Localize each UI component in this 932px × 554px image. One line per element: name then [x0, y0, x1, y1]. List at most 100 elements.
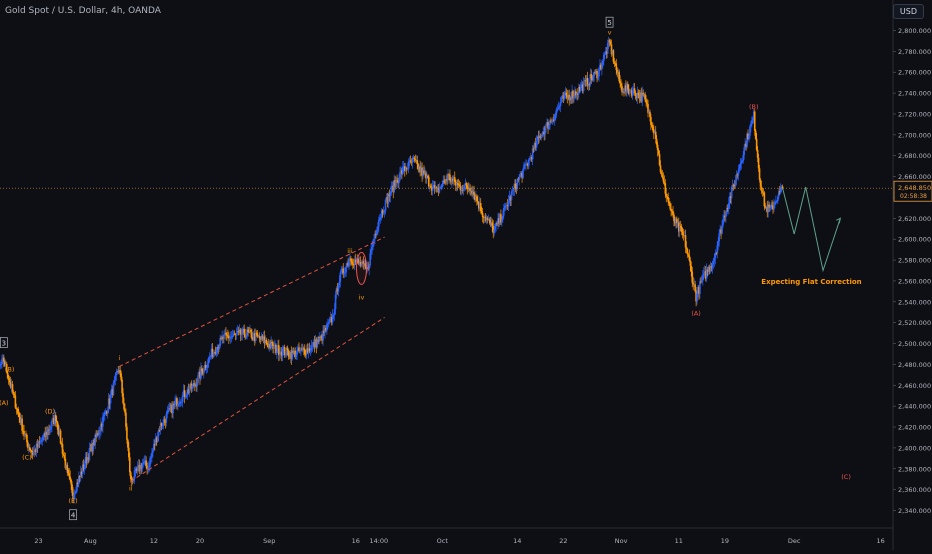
candle[interactable]: [695, 291, 697, 302]
candle[interactable]: [463, 185, 466, 189]
candle[interactable]: [407, 161, 410, 169]
candle[interactable]: [152, 450, 154, 453]
candle[interactable]: [494, 226, 496, 230]
candle[interactable]: [110, 389, 113, 395]
candle[interactable]: [409, 160, 412, 162]
candle[interactable]: [491, 222, 494, 226]
candle[interactable]: [498, 218, 500, 224]
candle[interactable]: [123, 403, 125, 410]
candle[interactable]: [249, 329, 251, 332]
candle[interactable]: [705, 269, 708, 279]
candle[interactable]: [173, 403, 175, 405]
candle[interactable]: [191, 385, 194, 389]
candle[interactable]: [761, 190, 764, 193]
candle[interactable]: [362, 261, 365, 265]
candle[interactable]: [112, 382, 115, 395]
candle[interactable]: [392, 185, 395, 193]
candle[interactable]: [120, 373, 122, 380]
candle[interactable]: [252, 338, 254, 340]
candle[interactable]: [211, 348, 214, 358]
candle[interactable]: [34, 449, 37, 452]
candle[interactable]: [537, 136, 540, 139]
candle[interactable]: [89, 448, 92, 450]
candle[interactable]: [163, 419, 166, 421]
candle[interactable]: [554, 112, 557, 116]
candle[interactable]: [328, 318, 331, 323]
candle[interactable]: [97, 432, 99, 435]
candle[interactable]: [7, 378, 10, 381]
candle[interactable]: [87, 457, 90, 461]
candle[interactable]: [765, 206, 768, 208]
candle[interactable]: [404, 168, 407, 171]
candle[interactable]: [224, 333, 226, 335]
candle[interactable]: [662, 177, 665, 182]
candle[interactable]: [38, 441, 41, 443]
candle[interactable]: [632, 88, 635, 91]
candle[interactable]: [414, 158, 417, 161]
candle[interactable]: [593, 72, 595, 77]
candle[interactable]: [44, 432, 46, 437]
candle[interactable]: [510, 191, 513, 201]
candle[interactable]: [250, 329, 252, 333]
candle[interactable]: [603, 53, 606, 55]
candle[interactable]: [385, 197, 388, 200]
candle[interactable]: [468, 188, 470, 189]
candle[interactable]: [488, 219, 491, 221]
candle[interactable]: [759, 179, 762, 187]
candle[interactable]: [773, 204, 775, 210]
candle[interactable]: [146, 465, 148, 470]
candle[interactable]: [111, 389, 114, 395]
candle[interactable]: [692, 282, 695, 285]
candle[interactable]: [612, 50, 615, 62]
candle[interactable]: [621, 86, 623, 93]
candle[interactable]: [303, 349, 306, 355]
candle[interactable]: [177, 403, 179, 406]
candle[interactable]: [450, 180, 452, 182]
candle[interactable]: [223, 334, 225, 339]
candle[interactable]: [410, 161, 413, 163]
candle[interactable]: [680, 227, 683, 232]
candle[interactable]: [522, 169, 524, 178]
candle[interactable]: [729, 196, 732, 199]
candle[interactable]: [328, 322, 330, 324]
candle[interactable]: [638, 95, 641, 100]
candle[interactable]: [31, 452, 34, 455]
candle[interactable]: [584, 80, 587, 81]
candle[interactable]: [691, 271, 694, 283]
candle[interactable]: [321, 335, 323, 341]
candle[interactable]: [480, 211, 483, 213]
candle[interactable]: [39, 441, 42, 443]
candle[interactable]: [614, 63, 617, 65]
candle[interactable]: [219, 337, 221, 347]
candle[interactable]: [216, 347, 219, 353]
candle[interactable]: [312, 342, 315, 345]
candle[interactable]: [10, 384, 13, 388]
candle[interactable]: [306, 348, 309, 353]
candle[interactable]: [113, 379, 116, 383]
candle[interactable]: [403, 166, 406, 171]
candle[interactable]: [42, 436, 45, 441]
candle[interactable]: [178, 403, 180, 405]
candle[interactable]: [171, 404, 173, 414]
candle[interactable]: [6, 372, 9, 379]
candle[interactable]: [40, 441, 43, 443]
candle[interactable]: [643, 94, 645, 96]
candle[interactable]: [684, 235, 687, 248]
candle[interactable]: [758, 168, 761, 180]
candle[interactable]: [17, 408, 20, 413]
candle[interactable]: [473, 191, 475, 195]
candle[interactable]: [683, 235, 686, 236]
candle[interactable]: [288, 356, 291, 358]
candle[interactable]: [509, 196, 512, 201]
candle[interactable]: [754, 130, 757, 139]
candle[interactable]: [85, 457, 88, 464]
candle[interactable]: [19, 417, 21, 423]
candle[interactable]: [147, 467, 149, 470]
candle[interactable]: [737, 170, 740, 176]
candle[interactable]: [165, 414, 168, 423]
candle[interactable]: [403, 166, 405, 168]
candle[interactable]: [354, 259, 357, 262]
candle[interactable]: [371, 246, 373, 250]
candle[interactable]: [150, 456, 152, 459]
